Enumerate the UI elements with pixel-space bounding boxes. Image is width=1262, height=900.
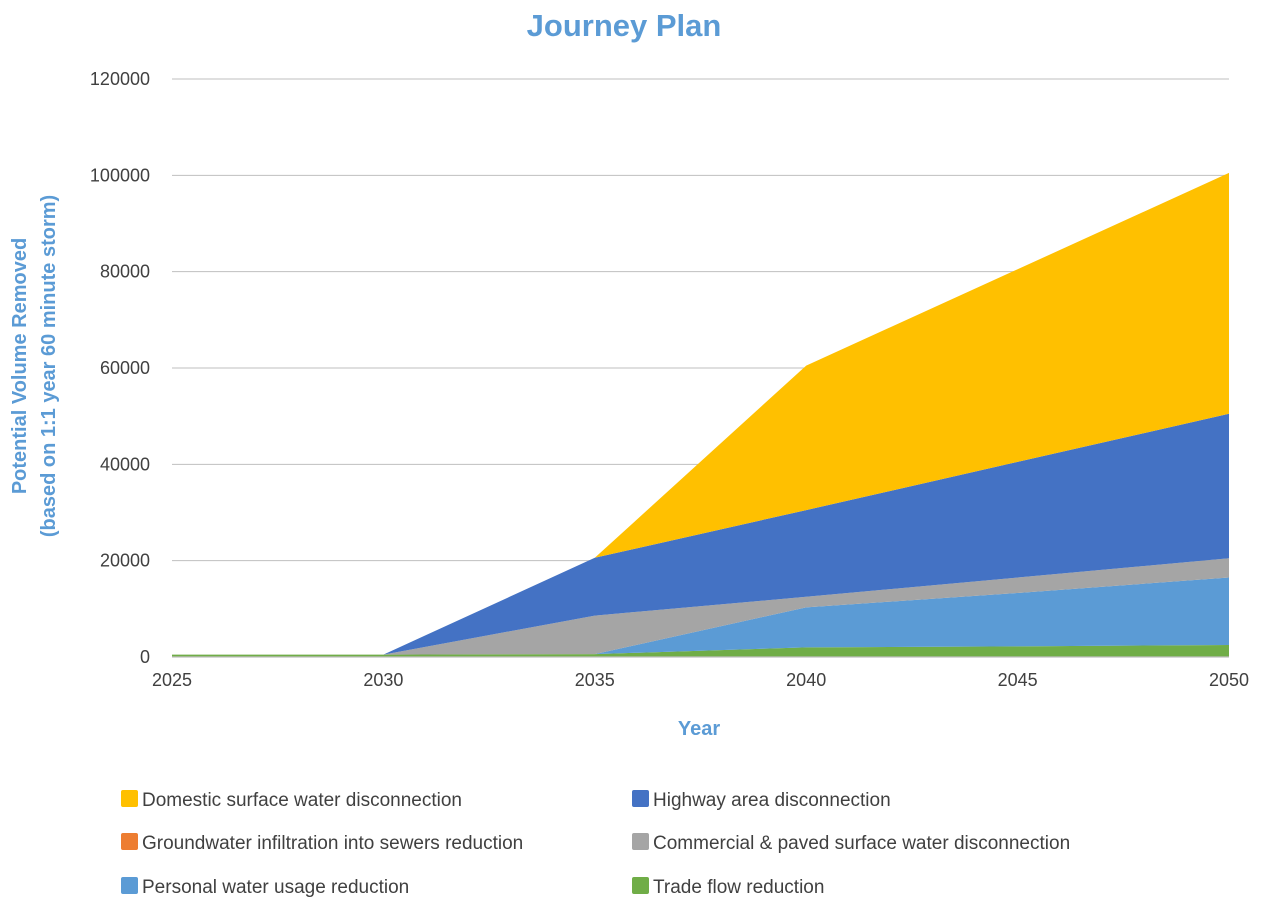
y-tick-label: 60000 [100,358,150,378]
y-tick-label: 0 [140,647,150,667]
legend-swatch [632,833,649,850]
legend-swatch [632,877,649,894]
area-commercial-paved-surface-water-disconnection [172,558,1229,655]
legend-item: Trade flow reduction [632,877,824,898]
x-tick-labels: 2025 2030 2035 2040 2045 2050 [152,670,1249,690]
x-tick-label: 2050 [1209,670,1249,690]
area-domestic-surface-water-disconnection [172,172,1229,655]
legend-item: Domestic surface water disconnection [121,790,462,811]
area-personal-water-usage-reduction [172,577,1229,655]
legend: Domestic surface water disconnection High… [121,790,1070,898]
chart-title: Journey Plan [527,8,722,43]
area-series [172,172,1229,657]
y-tick-label: 120000 [90,69,150,89]
legend-swatch [121,877,138,894]
y-axis-title-line1: Potential Volume Removed [9,238,31,494]
legend-swatch [121,833,138,850]
legend-label: Commercial & paved surface water disconn… [653,833,1070,854]
legend-label: Domestic surface water disconnection [142,790,462,811]
y-tick-label: 40000 [100,454,150,474]
legend-label: Personal water usage reduction [142,877,409,898]
legend-swatch [121,790,138,807]
legend-label: Groundwater infiltration into sewers red… [142,833,523,854]
y-tick-label: 20000 [100,551,150,571]
legend-label: Trade flow reduction [653,877,824,898]
x-tick-label: 2045 [998,670,1038,690]
y-axis-title: Potential Volume Removed (based on 1:1 y… [9,195,60,537]
x-tick-label: 2030 [363,670,403,690]
legend-label: Highway area disconnection [653,790,891,811]
area-trade-flow-reduction [172,644,1229,657]
area-highway-area-disconnection [172,413,1229,655]
y-tick-label: 80000 [100,262,150,282]
legend-item: Commercial & paved surface water disconn… [632,833,1070,854]
x-tick-label: 2025 [152,670,192,690]
x-axis-title: Year [678,718,720,740]
legend-item: Groundwater infiltration into sewers red… [121,833,523,854]
y-tick-label: 100000 [90,165,150,185]
x-tick-label: 2035 [575,670,615,690]
x-tick-label: 2040 [786,670,826,690]
legend-item: Personal water usage reduction [121,877,409,898]
legend-item: Highway area disconnection [632,790,891,811]
legend-swatch [632,790,649,807]
y-axis-title-line2: (based on 1:1 year 60 minute storm) [38,195,60,537]
y-tick-labels: 0 20000 40000 60000 80000 100000 120000 [90,69,150,667]
